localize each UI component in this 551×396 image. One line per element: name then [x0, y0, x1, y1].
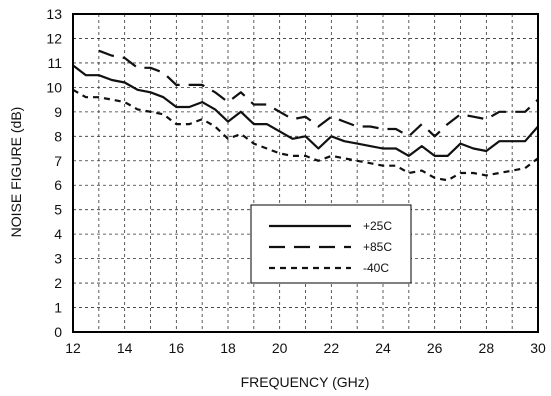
- x-tick-label: 22: [324, 340, 340, 356]
- y-tick-label: 5: [54, 202, 62, 218]
- legend: +25C +85C -40C: [250, 204, 412, 284]
- y-tick-label: 6: [54, 177, 62, 193]
- legend-box: [250, 204, 412, 284]
- legend-label: +85C: [363, 240, 392, 254]
- y-tick-label: 10: [46, 79, 62, 95]
- series-line-3: [72, 88, 539, 182]
- x-tick-label: 30: [530, 340, 546, 356]
- plot-frame: [72, 13, 539, 333]
- legend-label: -40C: [363, 261, 389, 275]
- x-tick-label: 24: [375, 340, 391, 356]
- x-tick-label: 26: [427, 340, 443, 356]
- grid: [73, 14, 538, 332]
- series-lines: [72, 49, 539, 182]
- y-tick-label: 2: [54, 275, 62, 291]
- series-line-1: [72, 64, 539, 157]
- y-tick-label: 13: [46, 6, 62, 22]
- y-tick-label: 12: [46, 30, 62, 46]
- y-tick-label: 7: [54, 153, 62, 169]
- y-tick-label: 8: [54, 128, 62, 144]
- x-tick-label: 18: [220, 340, 236, 356]
- x-tick-label: 12: [65, 340, 81, 356]
- y-tick-label: 0: [54, 324, 62, 340]
- legend-label: +25C: [363, 219, 392, 233]
- y-tick-label: 11: [47, 55, 62, 71]
- y-tick-label: 9: [54, 104, 62, 120]
- x-tick-label: 16: [169, 340, 185, 356]
- y-tick-label: 4: [54, 226, 62, 242]
- x-tick-label: 14: [117, 340, 133, 356]
- y-axis-label: NOISE FIGURE (dB): [8, 107, 24, 238]
- x-tick-label: 28: [479, 340, 495, 356]
- x-tick-label: 20: [272, 340, 288, 356]
- y-tick-label: 1: [54, 300, 62, 316]
- y-tick-label: 3: [54, 251, 62, 267]
- x-axis-label: FREQUENCY (GHz): [241, 374, 370, 390]
- series-line-2: [98, 49, 539, 138]
